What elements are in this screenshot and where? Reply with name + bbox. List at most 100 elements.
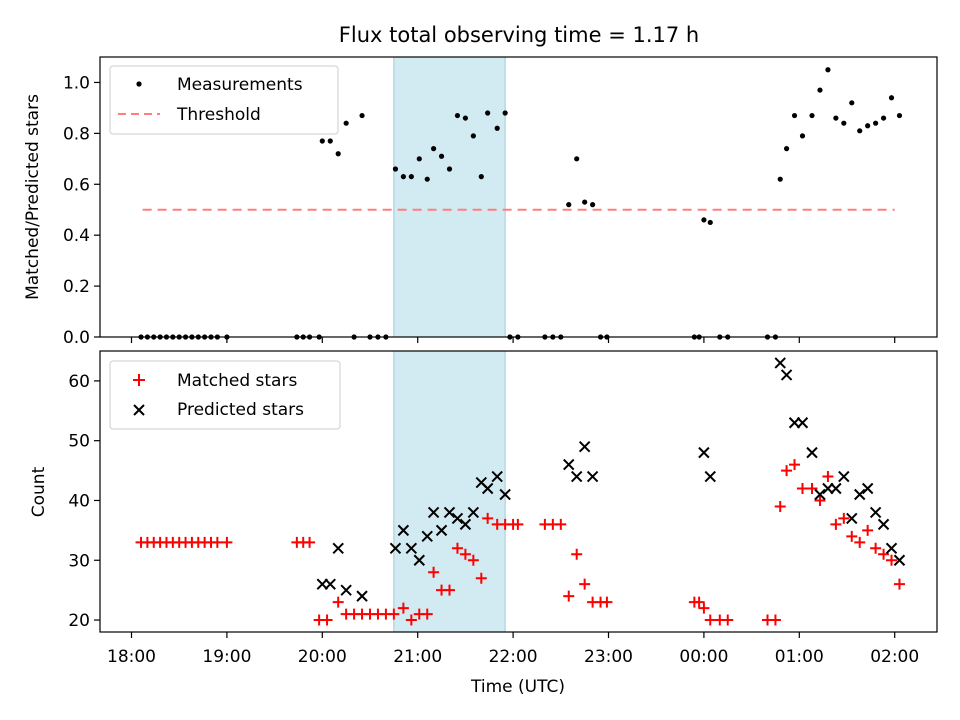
predicted-star-point xyxy=(413,554,425,566)
top-y-tick-label: 0.8 xyxy=(63,124,90,144)
predicted-star-point xyxy=(356,590,368,602)
matched-star-point xyxy=(854,536,866,548)
bottom-panel-ticks: 18:00 19:00 20:00 21:00 22:00 23:00 00:00 01:00… xyxy=(68,372,919,667)
measurement-point xyxy=(392,166,399,172)
measurement-point xyxy=(799,133,806,139)
matched-star-point xyxy=(774,500,786,512)
predicted-star-point xyxy=(491,470,503,483)
predicted-star-point xyxy=(332,542,344,555)
predicted-star-point xyxy=(570,470,583,483)
matched-star-point xyxy=(870,542,882,554)
predicted-star-point xyxy=(397,524,410,537)
x-tick-label: 22:00 xyxy=(489,647,538,667)
matched-star-point xyxy=(304,536,316,548)
matched-star-point xyxy=(555,518,567,530)
measurement-point xyxy=(857,128,863,134)
matched-star-point xyxy=(579,578,591,590)
top-y-tick-label: 0.4 xyxy=(63,226,90,246)
measurement-point xyxy=(494,125,500,131)
bottom-y-tick-label: 40 xyxy=(68,491,90,511)
measurement-point xyxy=(485,110,491,116)
predicted-star-point xyxy=(698,446,710,459)
measurement-point xyxy=(470,133,476,139)
predicted-star-point xyxy=(869,506,882,519)
matched-star-point xyxy=(789,459,801,471)
measurement-point xyxy=(454,112,461,119)
legend-predicted-label: Predicted stars xyxy=(177,400,304,420)
bottom-panel-legend: Matched stars Predicted stars xyxy=(109,360,341,430)
measurement-point xyxy=(438,153,445,159)
matched-star-point xyxy=(444,584,455,596)
matched-star-point xyxy=(211,536,223,548)
measurement-point xyxy=(566,202,572,208)
matched-star-point xyxy=(571,548,583,560)
predicted-star-point xyxy=(451,512,464,525)
predicted-star-point xyxy=(796,417,809,429)
predicted-star-point xyxy=(704,470,716,483)
bottom-y-tick-label: 30 xyxy=(68,551,90,571)
bottom-y-tick-label: 50 xyxy=(68,432,90,452)
top-y-tick-label: 0.0 xyxy=(63,328,90,348)
matched-star-point xyxy=(806,483,818,495)
measurement-point xyxy=(896,112,903,119)
matched-star-point xyxy=(838,512,850,524)
legend-matched-label: Matched stars xyxy=(177,371,297,391)
predicted-star-point xyxy=(427,506,440,519)
predicted-star-point xyxy=(340,584,352,596)
predicted-star-point xyxy=(893,554,906,566)
predicted-star-point xyxy=(421,530,433,543)
bottom-y-tick-label: 60 xyxy=(68,372,90,392)
measurement-point xyxy=(777,176,783,182)
x-tick-label: 21:00 xyxy=(393,647,442,667)
matched-star-point xyxy=(769,614,781,626)
bottom-panel-frame xyxy=(99,350,938,633)
predicted-star-point xyxy=(578,440,591,453)
predicted-star-point xyxy=(806,446,818,459)
x-tick-label: 01:00 xyxy=(775,647,824,667)
highlight-span-top xyxy=(393,56,506,338)
measurement-point xyxy=(462,115,468,121)
x-tick-label: 02:00 xyxy=(870,647,919,667)
measurement-point xyxy=(701,217,707,223)
measurement-point xyxy=(590,202,596,208)
measurement-point xyxy=(424,176,430,182)
bottom-panel: 18:00 19:00 20:00 21:00 22:00 23:00 00:00 01:00… xyxy=(29,350,938,697)
predicted-star-point xyxy=(389,542,402,555)
top-y-tick-label: 0.2 xyxy=(63,277,90,297)
measurement-point xyxy=(582,199,588,205)
predicted-star-point xyxy=(846,512,858,525)
matched-star-point xyxy=(563,590,575,602)
predicted-star-point xyxy=(467,506,480,519)
matched-star-point xyxy=(467,554,479,566)
chart-title: Flux total observing time = 1.17 h xyxy=(339,23,699,47)
legend-matched-marker xyxy=(133,374,145,386)
predicted-star-point xyxy=(563,458,575,471)
x-tick-label: 19:00 xyxy=(202,647,251,667)
measurement-point xyxy=(431,146,437,152)
matched-star-point xyxy=(332,596,344,608)
measurement-point xyxy=(335,151,341,157)
top-panel-frame xyxy=(99,56,938,338)
matched-star-point xyxy=(428,566,440,578)
predicted-star-point xyxy=(586,470,599,483)
matched-star-point xyxy=(459,548,471,560)
predicted-star-point xyxy=(443,506,456,519)
x-tick-label: 20:00 xyxy=(298,647,347,667)
measurement-point xyxy=(888,95,895,101)
matched-star-point xyxy=(796,483,808,495)
predicted-star-point xyxy=(324,578,336,590)
measurement-point xyxy=(359,112,365,119)
matched-star-point xyxy=(886,554,898,566)
matched-star-point xyxy=(421,608,433,620)
matched-star-point xyxy=(482,512,494,524)
predicted-star-point xyxy=(459,518,472,531)
matched-star-point xyxy=(893,578,905,590)
bottom-legend-box xyxy=(109,360,341,430)
measurement-point xyxy=(841,120,847,126)
matched-star-point xyxy=(475,572,487,584)
measurement-point xyxy=(833,115,839,121)
matched-star-point xyxy=(512,518,524,530)
measurement-point xyxy=(408,174,414,180)
measurement-point xyxy=(809,112,815,119)
